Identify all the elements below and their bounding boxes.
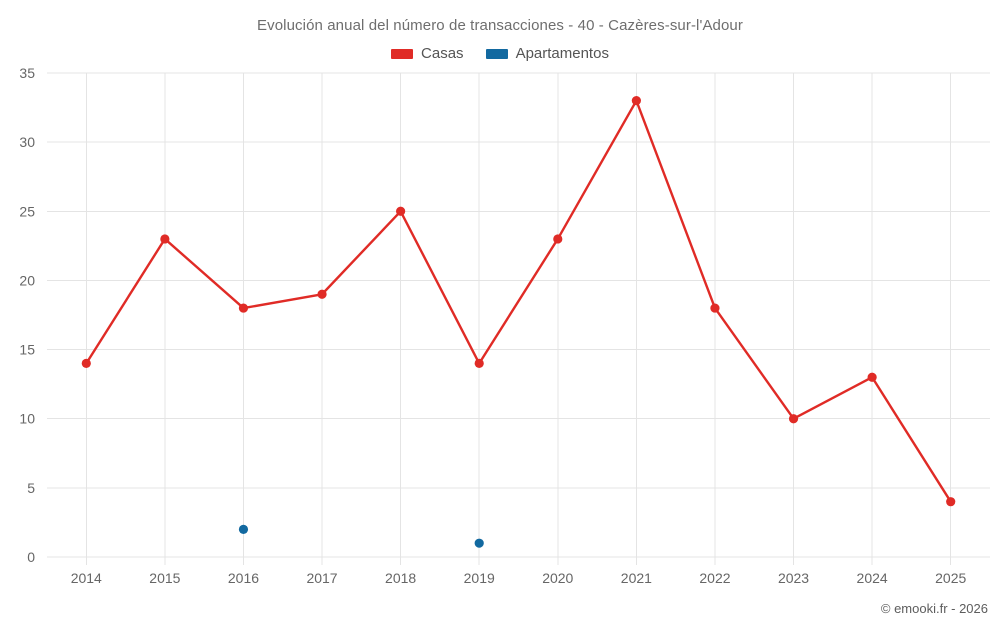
x-axis-tick: 2016 [228,570,259,586]
series-line [85,99,952,503]
legend-label-casas: Casas [421,45,464,62]
x-axis-tick: 2019 [464,570,495,586]
data-point[interactable] [238,524,249,534]
data-point[interactable] [631,96,641,106]
legend-item-casas[interactable]: Casas [391,45,464,62]
x-axis-tick-labels: 2014 2015 2016 2017 2018 2019 2020 2021 2022 2023… [71,570,967,586]
series-points [81,96,956,548]
data-point[interactable] [474,358,484,368]
y-axis-tick: 0 [27,549,35,565]
data-point[interactable] [238,303,249,313]
data-point[interactable] [867,372,877,382]
data-point[interactable] [710,303,720,313]
data-point[interactable] [81,358,91,368]
x-axis-tick: 2021 [621,570,652,586]
y-axis-tick: 5 [27,480,35,496]
data-point[interactable] [396,206,406,216]
y-axis-tick: 10 [19,411,35,427]
y-axis-tick: 25 [19,203,35,219]
x-axis-tick: 2025 [935,570,966,586]
y-axis-tick-labels: 0 5 10 15 20 25 30 35 [19,65,35,565]
chart-legend: Casas Apartamentos [0,45,1000,62]
x-axis-tick: 2014 [71,570,102,586]
x-axis-tick: 2018 [385,570,416,586]
data-point[interactable] [160,234,170,244]
legend-swatch-apartamentos [485,48,508,59]
x-axis-tick: 2017 [306,570,337,586]
x-axis-tick: 2024 [857,570,888,586]
y-axis-tick: 15 [19,342,35,358]
vertical-gridlines [85,73,952,565]
legend-label-apartamentos: Apartamentos [515,45,609,62]
horizontal-gridlines [47,72,990,558]
series-lines [85,99,952,503]
legend-swatch-casas [391,48,414,59]
data-point[interactable] [474,538,484,548]
legend-item-apartamentos[interactable]: Apartamentos [485,45,609,62]
copyright-footer: © emooki.fr - 2026 [880,601,988,616]
x-axis-tick: 2020 [542,570,573,586]
y-axis-tick: 30 [19,134,35,150]
chart-title: Evolución anual del número de transaccio… [257,17,743,34]
data-point[interactable] [946,497,956,507]
data-point[interactable] [553,234,563,244]
x-axis-tick: 2015 [149,570,180,586]
y-axis-tick: 35 [19,65,35,81]
y-axis-tick: 20 [19,272,35,288]
x-axis-tick: 2022 [699,570,730,586]
data-point[interactable] [788,414,799,424]
data-point[interactable] [317,289,327,299]
x-axis-tick: 2023 [778,570,809,586]
